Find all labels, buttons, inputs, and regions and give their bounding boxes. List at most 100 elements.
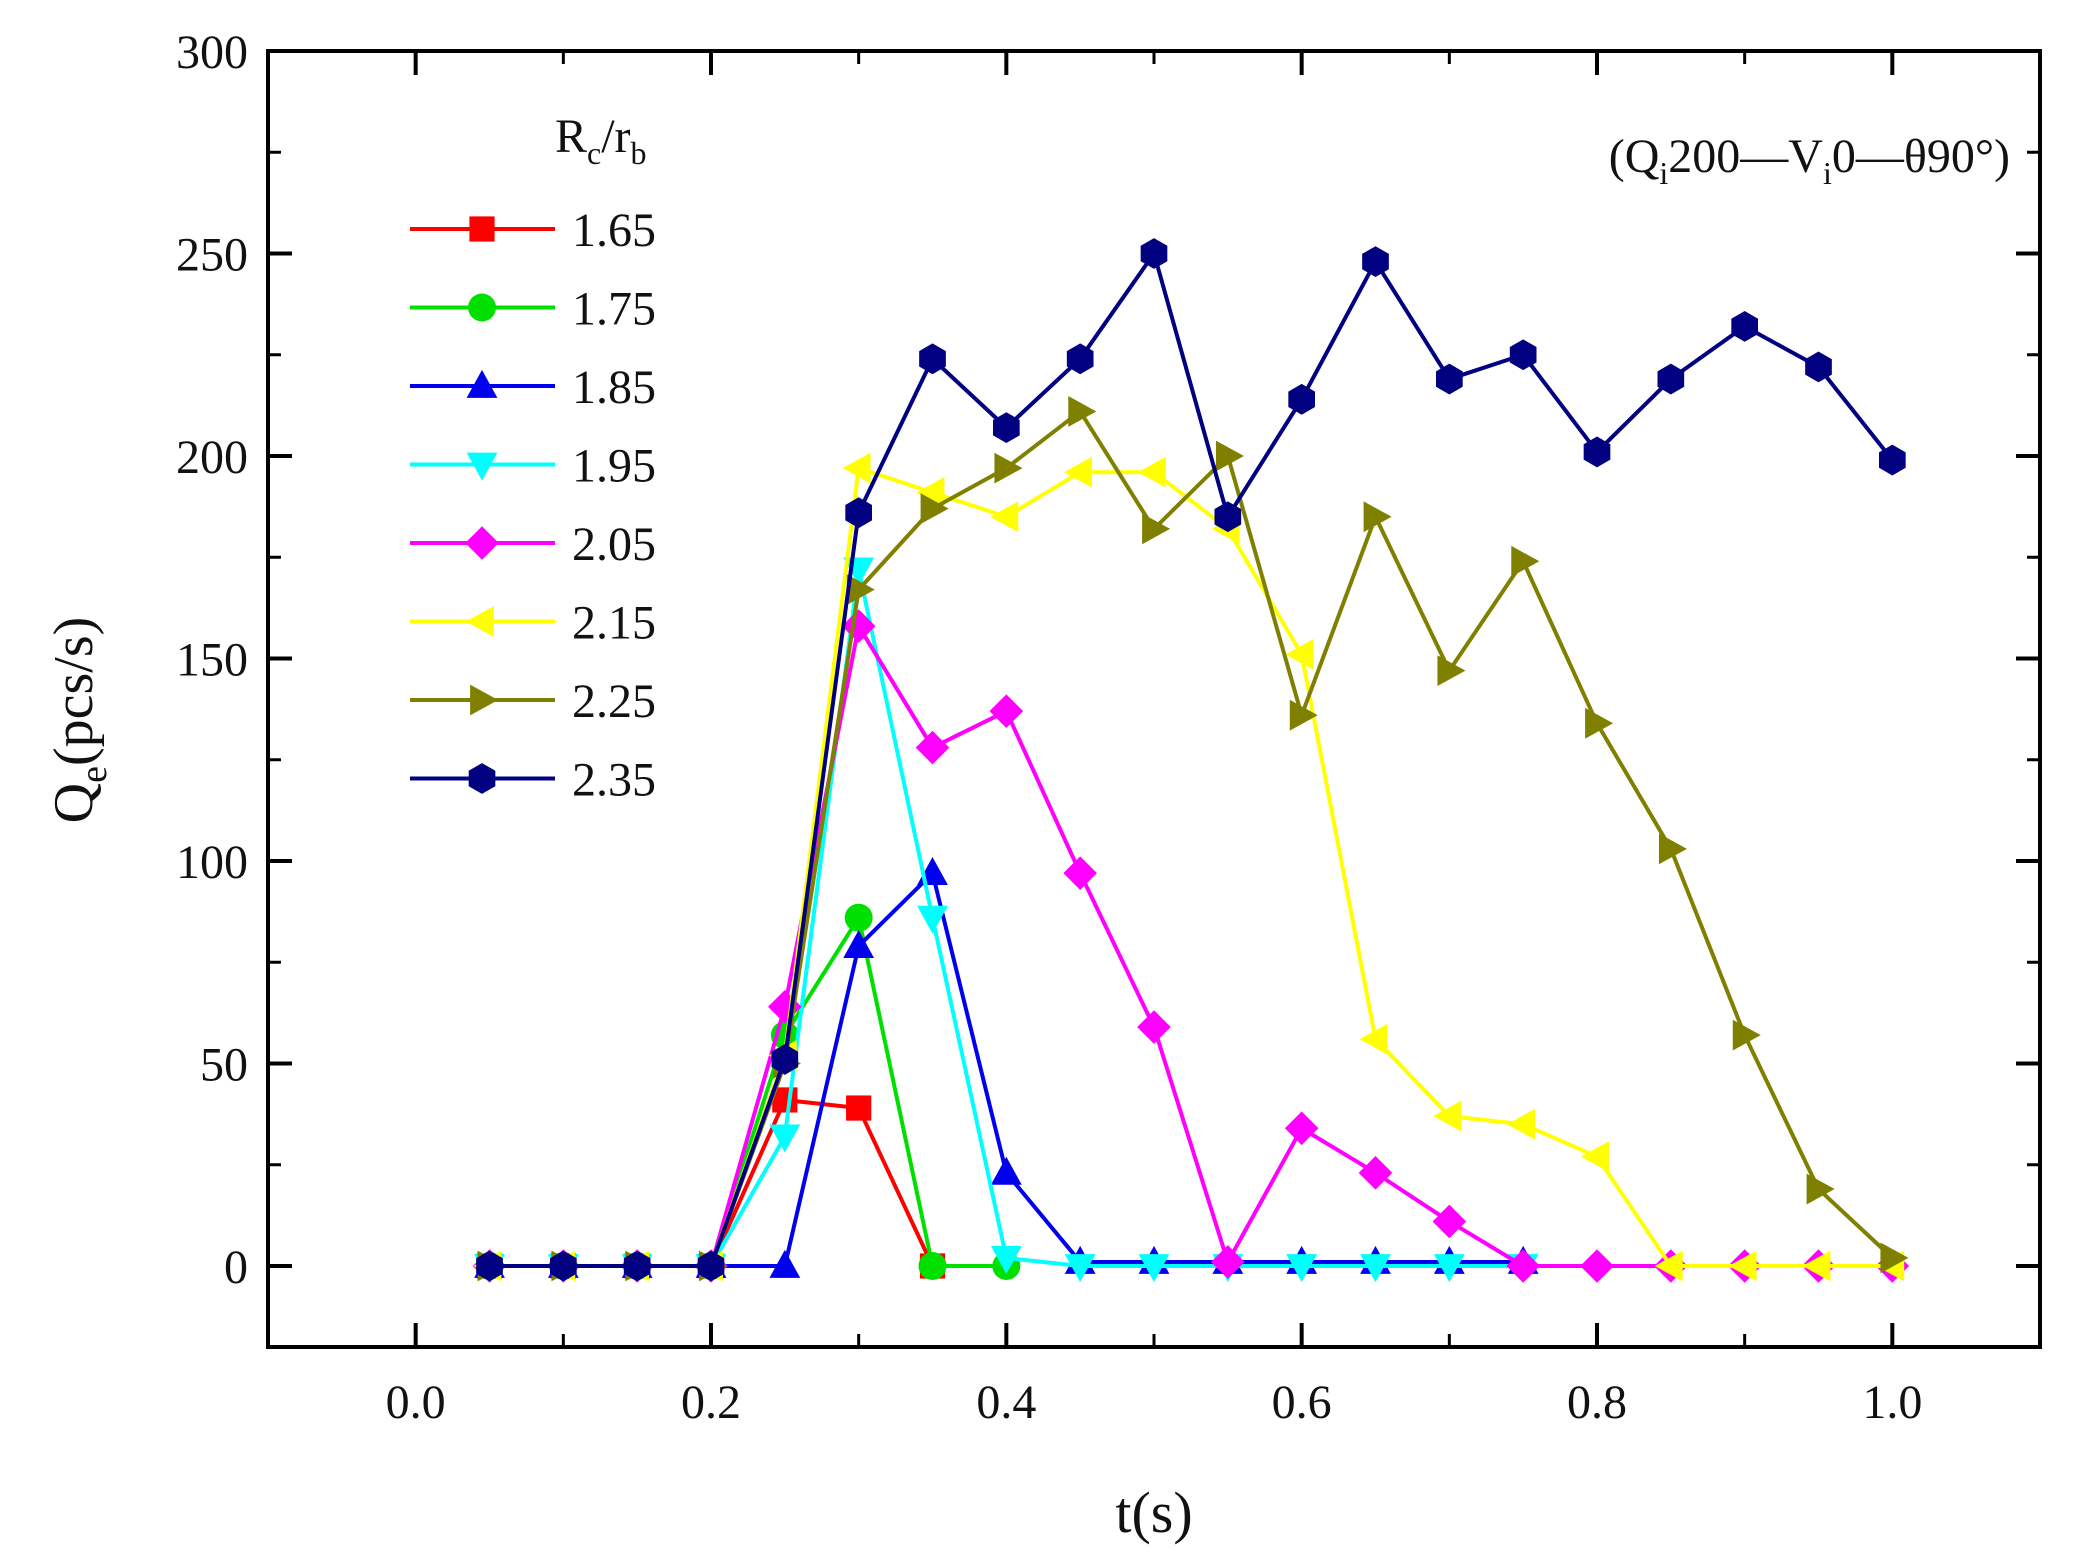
- legend-marker: [468, 763, 496, 794]
- annotation-v-value: 0: [1832, 130, 1856, 183]
- y-tick-label: 250: [176, 229, 248, 282]
- legend: Rc/rb 1.65 1.75 1.85 1.95 2.05 2.15 2.25 2.35: [410, 110, 656, 807]
- data-point: [1064, 456, 1093, 488]
- data-point: [769, 1249, 801, 1278]
- data-point: [1509, 339, 1537, 371]
- data-point: [844, 903, 873, 932]
- data-point: [1880, 1242, 1909, 1274]
- legend-marker: [465, 526, 499, 560]
- data-point: [843, 929, 875, 958]
- annotation-close: ): [1994, 130, 2010, 183]
- data-point: [476, 1250, 503, 1282]
- data-point: [919, 343, 946, 375]
- legend-item: 1.85: [410, 361, 656, 414]
- data-point: [1140, 238, 1168, 269]
- y-axis-ticks: 0 50 100 150 200 250 300: [176, 26, 2040, 1294]
- data-point: [1138, 1254, 1170, 1283]
- legend-label: 1.95: [572, 440, 656, 493]
- data-point: [992, 412, 1020, 444]
- data-point: [1657, 363, 1685, 395]
- x-tick-label: 0.0: [386, 1376, 446, 1429]
- x-axis-ticks: 0.0 0.2 0.4 0.6 0.8 1.0: [266, 51, 2042, 1429]
- data-point: [1580, 1249, 1614, 1283]
- annotation-dash-2: —: [1855, 130, 1905, 183]
- data-point: [1437, 655, 1466, 687]
- condition-annotation: (Qi200—Vi0—θ90°): [1609, 130, 2010, 191]
- data-point: [989, 694, 1024, 728]
- data-point: [1063, 856, 1097, 890]
- legend-marker: [469, 216, 495, 242]
- data-point: [1802, 1250, 1831, 1282]
- data-point: [1064, 1254, 1096, 1283]
- y-tick-label: 50: [200, 1039, 248, 1092]
- data-point: [917, 905, 948, 934]
- legend-item: 1.95: [410, 440, 656, 493]
- legend-title-r: R: [555, 110, 587, 163]
- data-point: [1878, 444, 1906, 476]
- data-point: [842, 452, 871, 484]
- data-point: [1658, 833, 1687, 865]
- legend-item: 2.35: [410, 754, 656, 807]
- data-point: [1142, 513, 1171, 545]
- data-point: [1137, 1010, 1171, 1044]
- legend-label: 2.25: [572, 675, 656, 728]
- annotation-dash-1: —: [1739, 130, 1789, 183]
- y-axis-label-subscript: e: [73, 766, 115, 783]
- data-point: [1363, 501, 1392, 533]
- data-point: [1214, 501, 1242, 533]
- legend-label: 2.05: [572, 518, 656, 571]
- legend-label: 1.85: [572, 361, 656, 414]
- series-line: [489, 251, 1894, 1268]
- data-point: [1732, 1019, 1761, 1051]
- data-point: [990, 1156, 1022, 1185]
- data-point: [1511, 545, 1540, 577]
- data-point: [1211, 1245, 1245, 1279]
- legend-marker: [466, 369, 498, 398]
- legend-marker: [466, 452, 498, 481]
- annotation-v: V: [1788, 130, 1823, 183]
- y-axis-label: Qe(pcs/s): [43, 617, 115, 824]
- data-point: [1654, 1250, 1683, 1282]
- data-point: [846, 574, 875, 606]
- data-point: [771, 1044, 799, 1075]
- annotation-q-value: 200: [1668, 130, 1740, 183]
- legend-item: 2.15: [410, 597, 656, 650]
- y-tick-label: 0: [224, 1241, 248, 1294]
- data-point: [990, 501, 1019, 533]
- data-point: [1806, 1173, 1835, 1205]
- legend-item: 1.75: [410, 283, 656, 336]
- data-point: [1432, 1204, 1467, 1239]
- data-point: [1288, 383, 1316, 415]
- data-point: [1583, 436, 1611, 468]
- data-point: [990, 1246, 1022, 1274]
- legend-label: 1.75: [572, 283, 656, 336]
- data-point: [916, 477, 945, 508]
- legend-label: 2.35: [572, 754, 656, 807]
- data-point: [994, 452, 1023, 484]
- data-point: [1585, 707, 1614, 739]
- data-point: [1728, 1250, 1757, 1282]
- data-point: [1362, 246, 1389, 277]
- data-point: [1507, 1108, 1536, 1140]
- data-point: [1731, 311, 1759, 342]
- y-tick-label: 200: [176, 431, 248, 484]
- x-tick-label: 1.0: [1862, 1376, 1922, 1429]
- x-tick-label: 0.2: [681, 1376, 741, 1429]
- legend-item: 2.25: [410, 675, 656, 728]
- data-point: [1068, 396, 1097, 427]
- data-point: [1359, 1023, 1388, 1055]
- data-point: [1360, 1254, 1391, 1283]
- annotation-open: (: [1609, 130, 1625, 183]
- y-axis-label-unit: (pcs/s): [43, 617, 105, 766]
- legend-marker: [470, 684, 499, 716]
- data-point: [1433, 1100, 1462, 1132]
- data-point: [549, 1250, 577, 1282]
- y-tick-label: 100: [176, 836, 248, 889]
- data-point: [769, 1124, 801, 1153]
- data-point: [623, 1250, 651, 1282]
- legend-marker: [468, 293, 496, 322]
- legend-title-sub-b: b: [631, 135, 647, 171]
- y-axis-label-main: Q: [43, 783, 105, 823]
- legend-item: 1.65: [410, 204, 656, 257]
